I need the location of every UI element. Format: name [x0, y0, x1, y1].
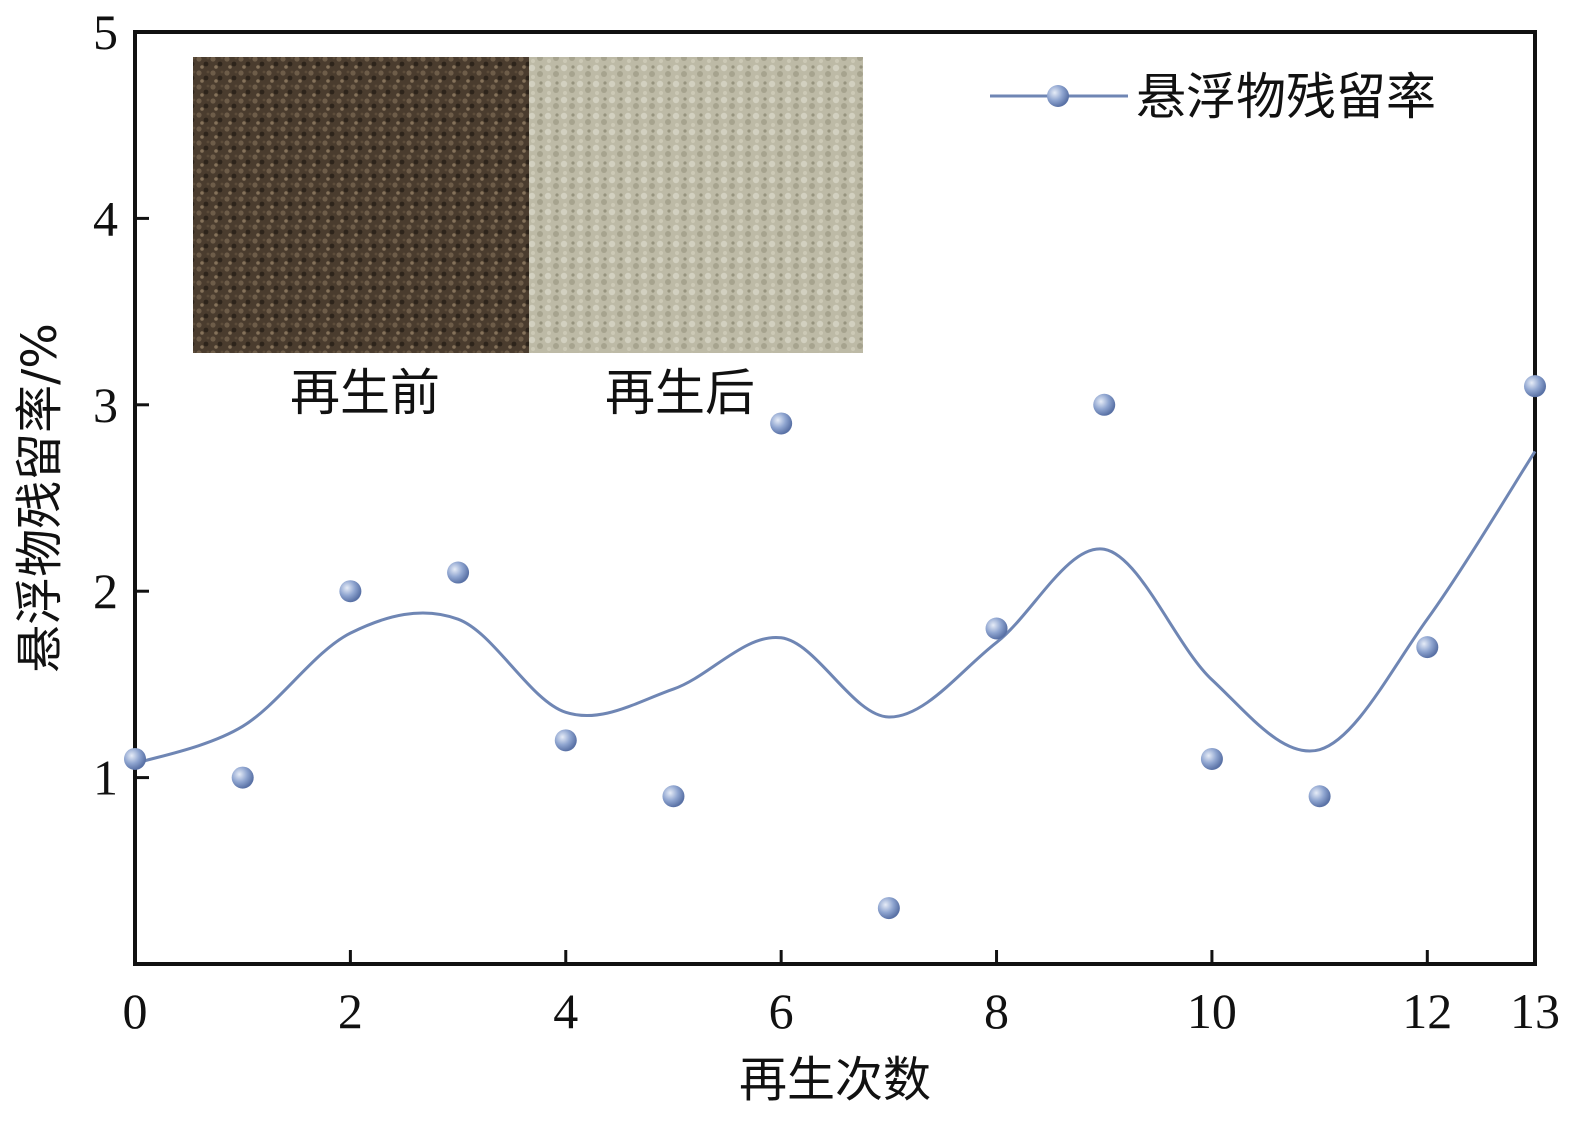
data-point — [1200, 747, 1223, 770]
x-tick-label: 4 — [553, 983, 578, 1039]
y-axis-title: 悬浮物残留率/% — [12, 323, 68, 673]
axis-ticks — [133, 30, 1537, 964]
y-tick-label: 4 — [93, 190, 118, 246]
x-tick-label: 8 — [984, 983, 1009, 1039]
series-fit-curve — [134, 450, 1537, 766]
x-tick-label: 0 — [123, 983, 148, 1039]
x-tick-label: 13 — [1510, 983, 1560, 1039]
x-axis-title: 再生次数 — [739, 1052, 931, 1108]
inset-caption-before: 再生前 — [290, 364, 440, 422]
y-tick-label: 2 — [93, 563, 118, 619]
x-tick-label: 6 — [769, 983, 794, 1039]
data-point — [124, 747, 146, 770]
inset-before-image — [193, 57, 529, 353]
data-point — [339, 580, 362, 603]
data-point — [877, 897, 900, 920]
inset-caption-after: 再生后 — [605, 364, 755, 422]
legend-marker — [1047, 85, 1069, 107]
y-tick-label: 5 — [93, 4, 118, 60]
data-point — [1416, 636, 1439, 659]
data-point — [985, 617, 1008, 640]
plot-frame — [133, 30, 1537, 966]
data-point — [770, 412, 793, 435]
series-points — [124, 375, 1546, 920]
legend-label: 悬浮物残留率 — [1136, 68, 1436, 126]
x-tick-label: 10 — [1187, 983, 1237, 1039]
data-point — [554, 729, 577, 752]
y-tick-label: 3 — [93, 377, 118, 433]
y-tick-label: 1 — [93, 750, 118, 806]
data-point — [1308, 785, 1331, 808]
x-tick-label: 2 — [338, 983, 363, 1039]
inset-after-image — [529, 57, 863, 353]
data-point — [662, 785, 685, 808]
inset-photo: 再生前 再生后 — [193, 57, 863, 422]
x-tick-label: 12 — [1402, 983, 1452, 1039]
data-point — [1093, 393, 1116, 416]
data-point — [1524, 375, 1546, 398]
legend: 悬浮物残留率 — [990, 68, 1436, 126]
data-point — [231, 766, 254, 789]
data-point — [447, 561, 470, 584]
